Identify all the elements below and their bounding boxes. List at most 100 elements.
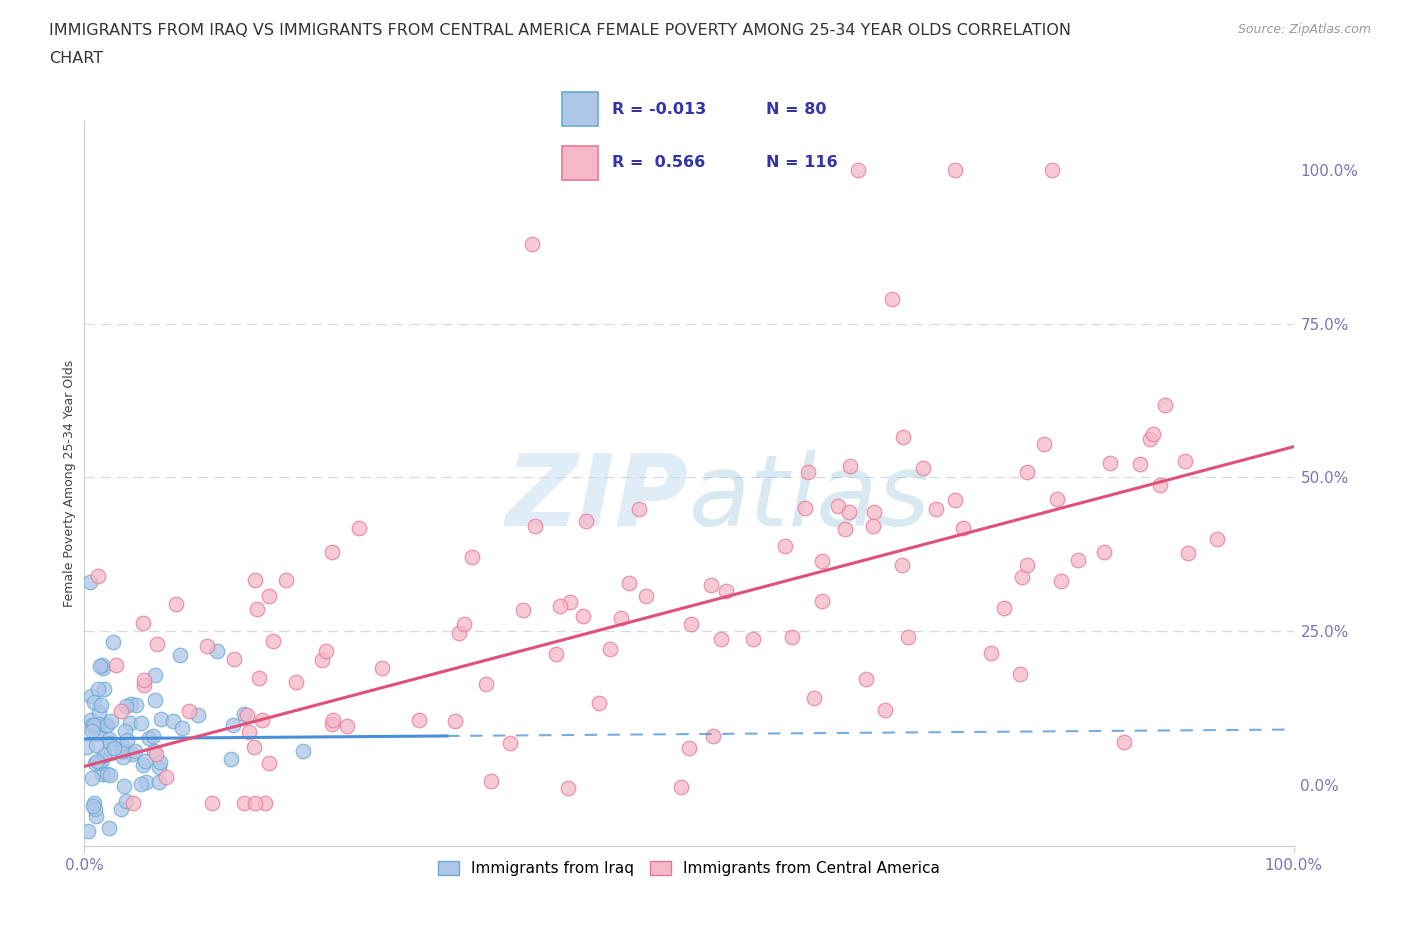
Point — [336, 718, 359, 733]
Point — [121, 747, 143, 762]
Point — [1046, 492, 1069, 507]
Point — [115, 733, 138, 748]
Point — [262, 633, 284, 648]
Point — [82, 799, 104, 814]
Point — [897, 630, 920, 644]
Point — [169, 647, 191, 662]
Point — [112, 740, 135, 755]
Point — [122, 796, 145, 811]
Text: N = 116: N = 116 — [766, 155, 838, 170]
Point — [408, 712, 430, 727]
Point — [83, 796, 105, 811]
Point — [1092, 544, 1115, 559]
Point — [250, 713, 273, 728]
Point — [1015, 465, 1038, 480]
Point — [232, 796, 254, 811]
Point — [1154, 398, 1177, 413]
Point — [609, 610, 631, 625]
Point — [114, 698, 136, 713]
Text: atlas: atlas — [689, 449, 931, 547]
Point — [170, 721, 193, 736]
Text: R = -0.013: R = -0.013 — [612, 102, 706, 117]
Point — [243, 739, 266, 754]
Point — [321, 544, 343, 559]
Point — [520, 236, 543, 251]
Point — [84, 726, 107, 741]
Point — [980, 645, 1002, 660]
Point — [588, 696, 610, 711]
Point — [546, 646, 568, 661]
Point — [557, 780, 579, 795]
Point — [797, 465, 820, 480]
Point — [453, 617, 475, 631]
Point — [238, 724, 260, 739]
Point — [793, 500, 815, 515]
Point — [222, 718, 245, 733]
Point — [257, 755, 280, 770]
Point — [710, 631, 733, 646]
Point — [443, 713, 465, 728]
Point — [475, 677, 498, 692]
Point — [671, 779, 693, 794]
Point — [811, 553, 834, 568]
Point — [873, 703, 896, 718]
Point — [702, 728, 724, 743]
Point — [1129, 456, 1152, 471]
Point — [254, 796, 277, 811]
Point — [83, 718, 105, 733]
Point — [86, 754, 108, 769]
Point — [93, 682, 115, 697]
Point — [292, 743, 315, 758]
Point — [87, 569, 110, 584]
Point — [219, 751, 242, 766]
Point — [89, 658, 111, 673]
Point — [558, 594, 581, 609]
Point — [132, 672, 155, 687]
Point — [162, 713, 184, 728]
Point — [741, 631, 763, 646]
Point — [80, 712, 103, 727]
Point — [714, 584, 737, 599]
Point — [98, 736, 121, 751]
Point — [103, 740, 125, 755]
Point — [146, 636, 169, 651]
Point — [86, 808, 108, 823]
Point — [993, 601, 1015, 616]
Point — [143, 692, 166, 707]
Point — [548, 599, 571, 614]
Point — [150, 711, 173, 726]
Point — [138, 731, 160, 746]
Point — [84, 756, 107, 771]
Point — [142, 728, 165, 743]
Point — [943, 493, 966, 508]
Point — [1040, 163, 1063, 178]
Point — [1008, 667, 1031, 682]
Point — [100, 714, 122, 729]
Point — [780, 630, 803, 644]
Point — [83, 695, 105, 710]
Point — [148, 774, 170, 789]
Point — [811, 593, 834, 608]
Point — [617, 576, 640, 591]
Point — [110, 704, 132, 719]
Point — [1050, 574, 1073, 589]
Point — [862, 519, 884, 534]
Point — [120, 715, 142, 730]
Point — [104, 658, 127, 672]
Point — [94, 717, 117, 732]
Point — [890, 557, 912, 572]
Point — [232, 707, 254, 722]
Point — [827, 498, 849, 513]
Point — [679, 616, 702, 631]
Point — [93, 748, 115, 763]
Point — [96, 717, 118, 732]
Text: R =  0.566: R = 0.566 — [612, 155, 704, 170]
Point — [1032, 436, 1054, 451]
Point — [114, 724, 136, 738]
Point — [135, 775, 157, 790]
Point — [131, 758, 153, 773]
Point — [775, 538, 797, 553]
Point — [111, 750, 134, 764]
Text: IMMIGRANTS FROM IRAQ VS IMMIGRANTS FROM CENTRAL AMERICA FEMALE POVERTY AMONG 25-: IMMIGRANTS FROM IRAQ VS IMMIGRANTS FROM … — [49, 23, 1071, 38]
Point — [87, 705, 110, 720]
